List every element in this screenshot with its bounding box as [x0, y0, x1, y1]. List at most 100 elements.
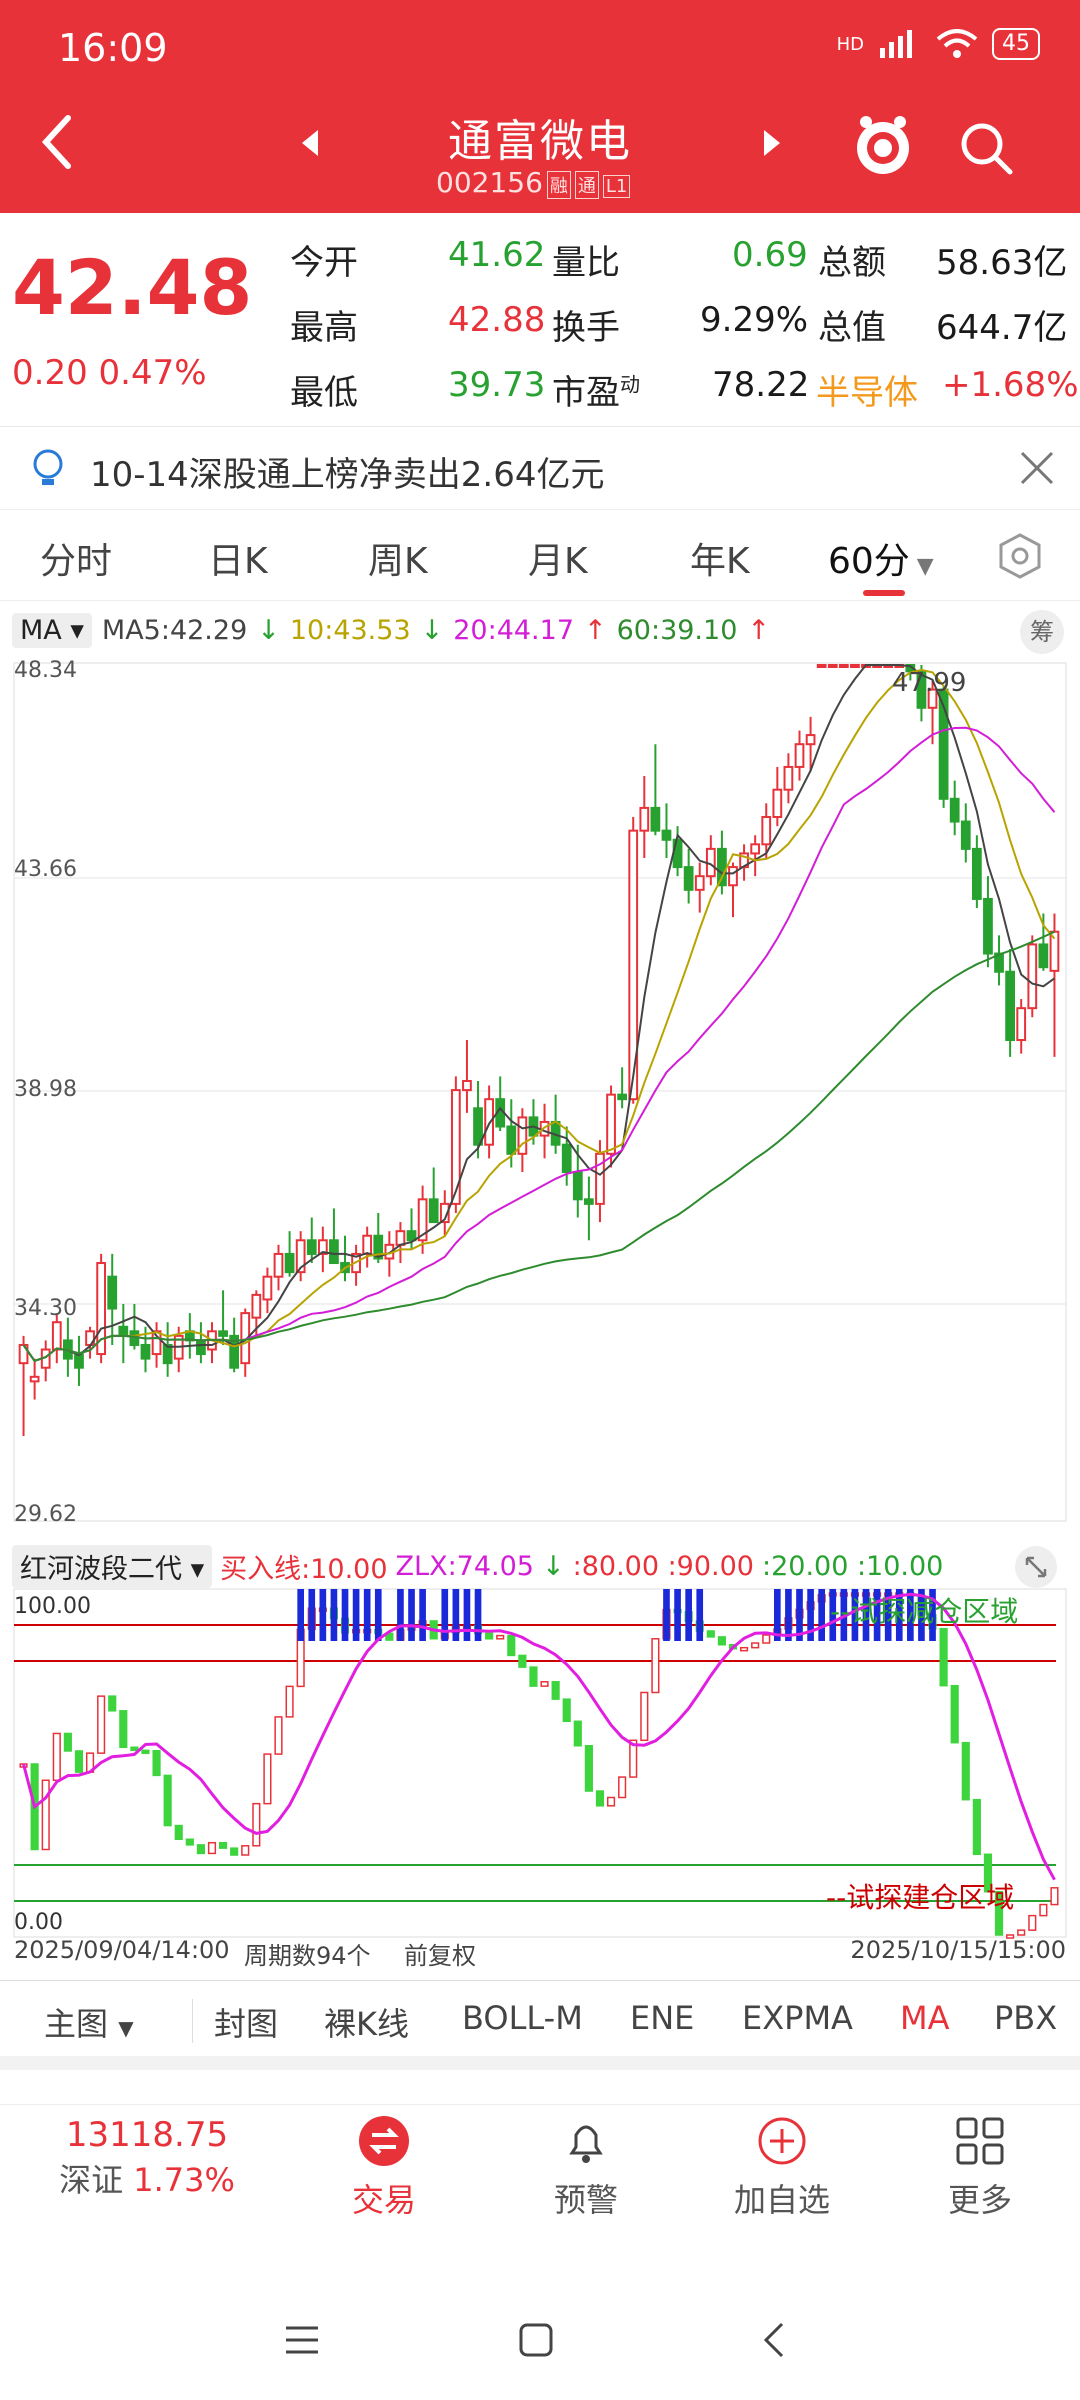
candle-body [971, 847, 982, 900]
chip-distribution-button[interactable]: 筹 [1020, 610, 1064, 654]
indicator-bar [185, 1838, 194, 1846]
grid-icon [956, 2117, 1004, 2165]
ma10-line [22, 668, 1056, 1363]
indicator-bar [41, 1779, 50, 1851]
add-watchlist-button[interactable]: 加自选 [682, 2115, 882, 2221]
indicator-pbx[interactable]: PBX [994, 1999, 1058, 2037]
trade-button[interactable]: 交易 [284, 2115, 484, 2221]
candle-body [794, 743, 805, 768]
indicator-bar [751, 1642, 760, 1649]
indicator-naked-k[interactable]: 裸K线 [324, 2005, 409, 2043]
signal-bar [452, 1589, 460, 1641]
candle-body [329, 1239, 339, 1265]
battery-indicator: 45 [992, 28, 1040, 60]
search-icon[interactable] [956, 118, 1016, 178]
tab-yearly[interactable]: 年K [690, 541, 750, 582]
ma5-line [22, 664, 1056, 1363]
next-stock-arrow-icon[interactable] [760, 128, 784, 158]
close-icon[interactable] [1018, 449, 1056, 487]
indicator-bar [950, 1684, 959, 1744]
more-button[interactable]: 更多 [880, 2115, 1080, 2221]
indicator-bar [74, 1750, 84, 1773]
candle-body [251, 1293, 262, 1319]
tab-daily[interactable]: 日K [208, 541, 268, 582]
alert-button[interactable]: 预警 [486, 2115, 686, 2221]
indicator-expma[interactable]: EXPMA [742, 1999, 853, 2037]
pe-label: 市盈动 [552, 372, 640, 413]
high-value: 42.88 [448, 300, 546, 340]
indicator-boll[interactable]: BOLL-M [462, 1999, 583, 2037]
high-label: 最高 [290, 308, 358, 348]
settings-hexagon-icon[interactable] [996, 532, 1044, 580]
candle-body [229, 1334, 240, 1369]
turnover-value: 9.29% [700, 300, 809, 340]
header-bar: 16:09 HD 45 通富微电 002156 融通 L1 [0, 0, 1080, 213]
signal-bar [818, 1589, 825, 1641]
ma-legend: MA ▾ MA5:42.29 ↓ 10:43.53 ↓ 20:44.17 ↑ 60:3… [12, 610, 770, 650]
main-chart-selector[interactable]: 主图 ▼ [44, 2005, 134, 2043]
candle-body [107, 1275, 118, 1310]
tab-intraday[interactable]: 分时 [40, 541, 113, 582]
expand-icon[interactable] [1014, 1545, 1058, 1589]
indicator-bar [584, 1744, 593, 1792]
chart-grid [14, 877, 1066, 1305]
stock-code: 002156 融通 L1 [436, 166, 631, 199]
signal-bar [297, 1589, 304, 1641]
candle-body [262, 1275, 273, 1301]
indicator-selector[interactable]: 红河波段二代 ▾ [12, 1545, 213, 1588]
zlx-line [22, 1592, 1056, 1881]
ma60-arrow-icon: ↑ [747, 614, 770, 646]
signal-bar [363, 1589, 371, 1641]
signal-bar [330, 1589, 338, 1641]
indicator-ene[interactable]: ENE [630, 1999, 695, 2037]
news-notice[interactable]: 10-14深股通上榜净卖出2.64亿元 [0, 427, 1080, 510]
indicator-fengtu[interactable]: 封图 [214, 2005, 279, 2043]
ma20-value: 20:44.17 [453, 614, 574, 646]
signal-bar [674, 1589, 681, 1641]
volume-ratio-label: 量比 [552, 243, 620, 283]
indicator-bar [706, 1630, 715, 1638]
indicator-top-label: 100.00 [14, 1594, 91, 1619]
candle-body [96, 1262, 107, 1356]
menu-icon[interactable] [282, 2320, 322, 2360]
candle-body [772, 788, 783, 819]
indicator-ma[interactable]: MA [900, 1999, 950, 2037]
candle-body [650, 806, 661, 832]
indicator-chart[interactable]: 100.00 0.00 --试探减仓区域 --试探建仓区域 [0, 1585, 1080, 1940]
prev-stock-arrow-icon[interactable] [298, 128, 322, 158]
ma-selector[interactable]: MA ▾ [12, 612, 92, 648]
signal-bar [796, 1589, 803, 1641]
tab-60min[interactable]: 60分 ▼ [828, 541, 934, 582]
indicator-bar [274, 1716, 283, 1755]
kline-chart[interactable]: 48.34 43.66 38.98 34.30 29.62 47.99 [0, 655, 1080, 1525]
indicator-bar [1039, 1903, 1048, 1917]
home-icon[interactable] [516, 2320, 556, 2360]
sector-change: +1.68% [942, 365, 1079, 405]
candle-body [816, 664, 827, 668]
notice-text: 10-14深股通上榜净卖出2.64亿元 [90, 455, 605, 495]
sector-link[interactable]: 半导体 [816, 373, 918, 413]
tab-weekly[interactable]: 周K [368, 541, 428, 582]
signal-bar [319, 1589, 327, 1641]
last-price: 42.48 [12, 243, 253, 332]
candle-body [617, 1093, 628, 1101]
indicator-bar [263, 1753, 272, 1805]
indicator-bar [983, 1853, 993, 1893]
signal-bar [308, 1589, 316, 1641]
candle-body [827, 664, 838, 668]
indicator-bottom-label: 0.00 [14, 1910, 63, 1935]
candle-body [606, 1093, 616, 1155]
status-time: 16:09 [58, 26, 168, 70]
mascot-icon[interactable] [852, 112, 914, 178]
back-icon[interactable] [38, 112, 78, 172]
tab-monthly[interactable]: 月K [528, 541, 588, 582]
indicator-bar [618, 1776, 627, 1799]
candle-body [517, 1116, 528, 1155]
index-quote[interactable]: 13118.75 深证 1.73% [59, 2115, 235, 2199]
candle-body [506, 1125, 517, 1155]
indicator-bar [119, 1710, 128, 1749]
signal-bar [873, 1589, 881, 1641]
candle-body [717, 847, 727, 887]
back-nav-icon[interactable] [754, 2320, 794, 2360]
market-cap-label: 总值 [818, 308, 886, 348]
